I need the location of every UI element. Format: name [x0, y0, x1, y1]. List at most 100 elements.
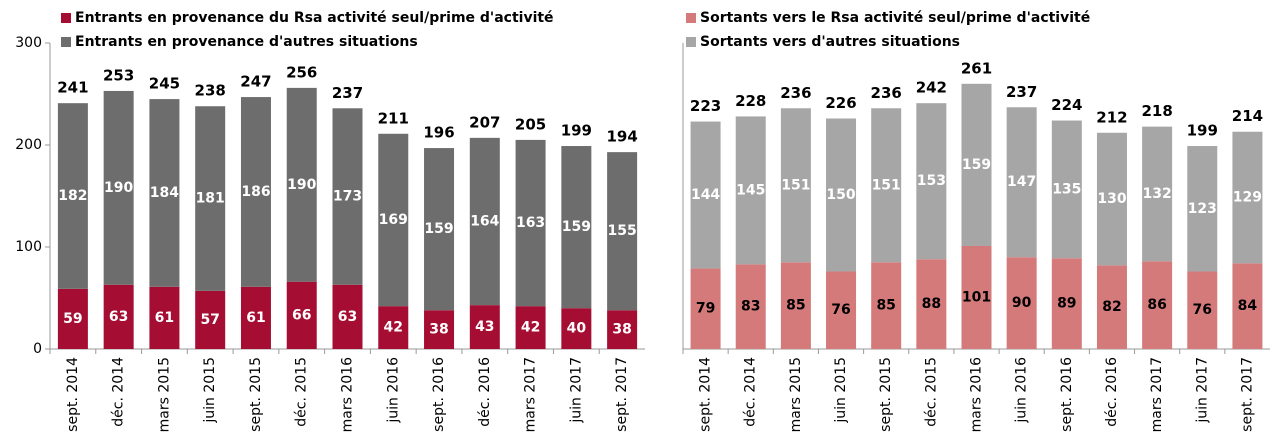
bar: [378, 306, 409, 349]
bar: [961, 83, 992, 246]
x-tick-label: juin 2016: [1014, 357, 1030, 424]
x-tick-label: sept. 2014: [65, 357, 81, 432]
total-label: 256: [286, 63, 317, 81]
bar: [515, 306, 546, 349]
bar: [57, 288, 88, 349]
y-tick-label: 0: [33, 341, 42, 357]
bar: [1232, 263, 1263, 349]
value-label: 159: [562, 219, 591, 235]
total-label: 218: [1141, 102, 1172, 120]
value-label: 186: [241, 184, 270, 200]
value-label: 82: [1102, 299, 1121, 315]
y-tick-label: 300: [15, 35, 42, 51]
value-label: 132: [1142, 186, 1171, 202]
bar: [735, 116, 766, 265]
value-label: 151: [781, 177, 810, 193]
total-label: 211: [378, 109, 409, 127]
total-label: 214: [1232, 107, 1263, 125]
value-label: 147: [1007, 174, 1036, 190]
total-label: 238: [195, 82, 226, 100]
total-label: 226: [825, 94, 856, 112]
bar: [735, 264, 766, 349]
total-label: 242: [916, 79, 947, 97]
bar: [57, 103, 88, 289]
value-label: 79: [696, 301, 715, 317]
total-label: 236: [871, 84, 902, 102]
bar: [916, 103, 947, 260]
value-label: 159: [962, 157, 991, 173]
x-tick-label: déc. 2014: [111, 357, 127, 427]
bar: [607, 152, 638, 311]
value-label: 182: [58, 188, 87, 204]
bar: [1142, 126, 1173, 262]
legend-swatch: [61, 13, 71, 23]
bar: [378, 133, 409, 307]
legend-swatch: [686, 13, 696, 23]
x-tick-label: mars 2017: [1149, 357, 1165, 432]
value-label: 169: [379, 212, 408, 228]
bar: [1187, 271, 1218, 349]
x-tick-label: juin 2017: [568, 357, 584, 424]
x-tick-label: juin 2015: [833, 357, 849, 424]
total-label: 247: [240, 73, 271, 91]
value-label: 63: [109, 309, 128, 325]
x-tick-label: juin 2017: [1194, 357, 1210, 424]
value-label: 130: [1097, 191, 1126, 207]
value-label: 145: [736, 182, 765, 198]
bar: [286, 281, 317, 349]
value-label: 89: [1057, 296, 1076, 312]
bar: [240, 286, 271, 349]
bar: [332, 108, 363, 285]
total-label: 241: [57, 79, 88, 97]
x-tick-label: déc. 2015: [294, 357, 310, 427]
x-tick-label: sept. 2016: [431, 357, 447, 432]
value-label: 43: [475, 319, 494, 335]
bar: [871, 262, 902, 349]
bar: [1051, 120, 1082, 259]
total-label: 194: [606, 128, 637, 146]
total-label: 236: [780, 84, 811, 102]
bar: [607, 310, 638, 349]
value-label: 86: [1147, 297, 1166, 313]
bar: [286, 87, 317, 282]
legend-label: Entrants en provenance d'autres situatio…: [75, 34, 418, 50]
x-tick-label: mars 2016: [969, 357, 985, 432]
total-label: 205: [515, 115, 546, 133]
value-label: 40: [567, 321, 587, 337]
value-label: 181: [196, 191, 225, 207]
bar: [515, 139, 546, 307]
value-label: 88: [922, 296, 941, 312]
value-label: 135: [1052, 181, 1081, 197]
value-label: 163: [516, 215, 545, 231]
value-label: 190: [287, 177, 316, 193]
total-label: 245: [149, 75, 180, 93]
bar: [469, 137, 500, 306]
total-label: 261: [961, 59, 992, 77]
total-label: 224: [1051, 96, 1082, 114]
bar: [690, 121, 721, 269]
value-label: 61: [246, 310, 265, 326]
total-label: 212: [1096, 108, 1127, 126]
legend-label: Sortants vers d'autres situations: [700, 34, 960, 50]
total-label: 237: [1006, 83, 1037, 101]
total-label: 199: [1187, 122, 1218, 140]
x-tick-label: sept. 2015: [248, 357, 264, 432]
x-tick-label: déc. 2015: [923, 357, 939, 427]
bar: [826, 271, 857, 349]
total-label: 253: [103, 66, 134, 84]
x-tick-label: mars 2015: [156, 357, 172, 432]
x-tick-label: mars 2016: [340, 357, 356, 432]
value-label: 38: [612, 322, 631, 338]
value-label: 101: [962, 289, 991, 305]
value-label: 173: [333, 189, 362, 205]
value-label: 42: [521, 320, 540, 336]
x-tick-label: mars 2015: [788, 357, 804, 432]
value-label: 159: [424, 221, 453, 237]
bar: [195, 290, 226, 349]
value-label: 57: [200, 312, 219, 328]
bar: [826, 118, 857, 272]
bar: [195, 106, 226, 291]
value-label: 155: [607, 223, 636, 239]
x-tick-label: déc. 2016: [1104, 357, 1120, 427]
